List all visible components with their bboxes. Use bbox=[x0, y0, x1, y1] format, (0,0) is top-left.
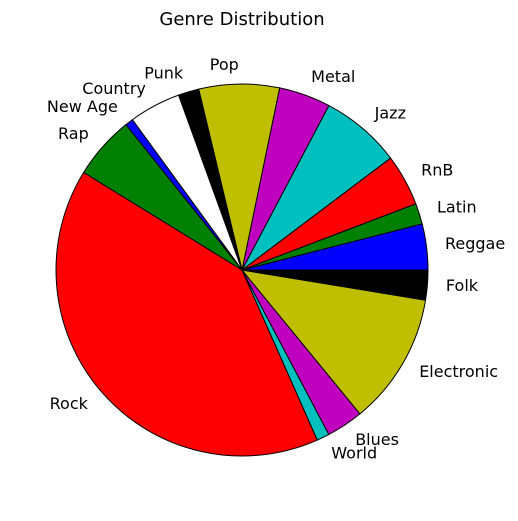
pie-label-pop: Pop bbox=[210, 55, 239, 74]
pie-label-rock: Rock bbox=[50, 394, 89, 413]
pie-slice-electronic bbox=[240, 269, 427, 415]
pie-label-jazz: Jazz bbox=[374, 104, 406, 123]
pie-labels: Reggae Latin RnB Jazz Metal Pop PunkCountryNew… bbox=[47, 55, 505, 463]
pie-label-reggae: Reggae bbox=[445, 234, 505, 253]
pie-label-latin: Latin bbox=[437, 198, 477, 217]
chart-title: Genre Distribution bbox=[159, 9, 324, 30]
pie-slices bbox=[55, 83, 429, 457]
pie-slice-rock bbox=[55, 171, 318, 457]
pie-label-rap: Rap bbox=[58, 124, 89, 143]
pie-label-blues: Blues bbox=[355, 430, 399, 449]
pie-label-punk: Punk bbox=[144, 64, 184, 83]
pie-label-new-age: New Age bbox=[47, 97, 118, 116]
pie-label-country: Country bbox=[82, 79, 146, 98]
pie-label-electronic: Electronic bbox=[419, 362, 498, 381]
pie-label-world: World bbox=[331, 444, 377, 463]
pie-label-rnb: RnB bbox=[421, 161, 453, 180]
pie-label-metal: Metal bbox=[311, 67, 355, 86]
pie-slice-folk bbox=[241, 269, 429, 301]
pie-label-folk: Folk bbox=[446, 276, 479, 295]
